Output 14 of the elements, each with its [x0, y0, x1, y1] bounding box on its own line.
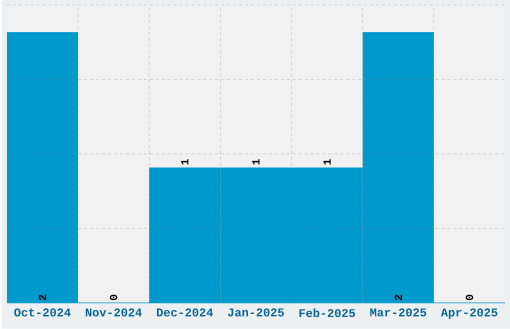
- data-label: 1: [252, 159, 260, 165]
- data-label: 0: [110, 294, 118, 300]
- x-tick-label: Apr-2025: [440, 308, 498, 319]
- data-label: 1: [181, 159, 188, 165]
- x-tick-label: Feb-2025: [299, 308, 356, 318]
- x-tick-label: Oct-2024: [14, 308, 71, 317]
- x-tick-label: Jan-2025: [228, 308, 284, 317]
- x-tick-label: Dec-2024: [156, 308, 213, 317]
- data-label: 2: [394, 294, 402, 300]
- data-label: 0: [466, 294, 474, 300]
- x-tick-label: Mar-2025: [370, 308, 426, 317]
- x-tick-label: Nov-2024: [86, 308, 142, 317]
- data-label: 1: [323, 159, 331, 165]
- data-label: 2: [38, 294, 46, 300]
